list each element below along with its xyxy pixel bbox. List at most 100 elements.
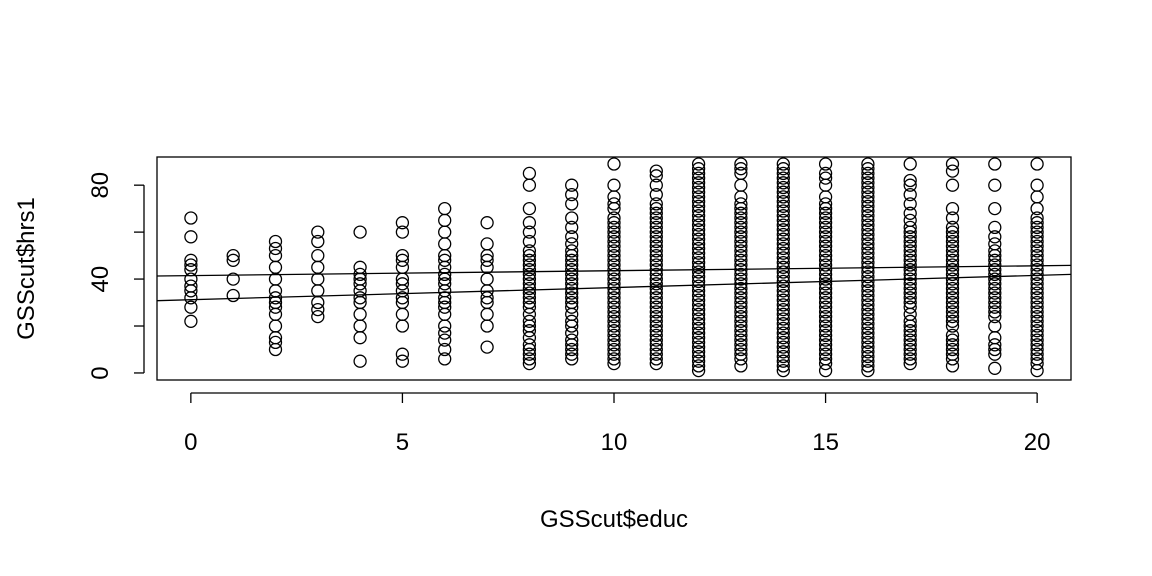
data-point	[903, 220, 917, 235]
data-point	[861, 270, 875, 284]
data-point	[988, 319, 1002, 333]
data-point	[691, 335, 706, 350]
data-point	[776, 227, 790, 242]
data-point	[226, 253, 240, 267]
data-point	[353, 267, 367, 282]
data-point	[988, 178, 1002, 192]
data-point	[988, 267, 1002, 282]
data-point	[1030, 338, 1044, 352]
data-point	[353, 354, 367, 368]
data-point	[903, 291, 917, 305]
data-point	[691, 363, 706, 378]
data-point	[861, 237, 875, 251]
data-point	[1030, 216, 1044, 230]
data-point	[734, 157, 748, 171]
data-point	[903, 281, 917, 296]
data-point	[776, 213, 790, 228]
data-point	[1030, 281, 1044, 296]
y-tick-label: 80	[87, 172, 114, 199]
data-point	[691, 246, 706, 260]
data-point	[776, 326, 790, 340]
data-point	[649, 258, 663, 272]
data-point	[903, 197, 917, 211]
data-point	[776, 241, 790, 256]
data-point	[861, 194, 875, 209]
data-point	[691, 265, 706, 279]
data-point	[607, 309, 621, 324]
data-point	[565, 347, 579, 361]
x-tick-label: 5	[396, 429, 409, 456]
data-point	[734, 352, 748, 366]
data-point	[1030, 319, 1044, 333]
data-point	[945, 359, 960, 373]
data-point	[818, 272, 833, 286]
data-point	[903, 328, 917, 343]
data-point	[522, 342, 537, 357]
data-point	[607, 216, 621, 230]
data-point	[522, 272, 537, 286]
data-point	[649, 211, 663, 225]
data-point	[184, 253, 198, 267]
data-point	[861, 317, 875, 331]
data-point	[818, 333, 833, 347]
data-point	[395, 291, 410, 305]
data-point	[607, 230, 621, 244]
data-point	[861, 293, 875, 307]
data-point	[691, 232, 706, 246]
data-point	[522, 244, 537, 258]
data-point	[776, 171, 790, 185]
data-point	[691, 209, 706, 223]
data-point	[945, 338, 960, 352]
data-point	[734, 359, 748, 373]
data-point	[945, 309, 960, 324]
data-point	[945, 220, 960, 235]
data-point	[438, 237, 452, 251]
data-point	[607, 263, 621, 277]
data-point	[734, 234, 748, 249]
data-point	[776, 237, 790, 251]
data-point	[522, 331, 537, 345]
data-point	[607, 356, 621, 371]
plot-frame	[156, 156, 1072, 381]
data-point	[691, 279, 706, 293]
data-point	[649, 234, 663, 249]
data-point	[607, 239, 621, 253]
data-point	[565, 326, 579, 340]
data-point	[691, 317, 706, 331]
data-point	[226, 288, 240, 303]
data-point	[1030, 230, 1044, 244]
data-point	[988, 281, 1002, 296]
y-tick-label: 0	[87, 366, 114, 379]
data-point	[395, 260, 410, 274]
data-point	[607, 197, 621, 211]
data-point	[691, 171, 706, 185]
data-point	[268, 307, 283, 321]
data-point	[691, 359, 706, 373]
data-point	[861, 232, 875, 246]
data-point	[734, 281, 748, 296]
data-point	[903, 300, 917, 314]
data-point	[818, 178, 833, 192]
data-point	[522, 263, 537, 277]
data-point	[818, 338, 833, 352]
y-axis-title: GSScut$hrs1	[13, 197, 40, 340]
data-point	[945, 267, 960, 282]
data-point	[861, 349, 875, 364]
data-point	[734, 300, 748, 314]
data-point	[861, 335, 875, 350]
data-point	[945, 248, 960, 263]
data-point	[861, 162, 875, 176]
data-point	[861, 255, 875, 270]
data-point	[1030, 267, 1044, 282]
data-point	[945, 291, 960, 305]
data-point	[861, 302, 875, 317]
data-point	[734, 314, 748, 328]
data-point	[691, 321, 706, 336]
data-point	[988, 277, 1002, 291]
data-point	[691, 241, 706, 256]
data-point	[565, 352, 579, 366]
data-point	[988, 291, 1002, 305]
data-point	[903, 307, 917, 321]
data-point	[945, 263, 960, 277]
data-point	[691, 213, 706, 228]
